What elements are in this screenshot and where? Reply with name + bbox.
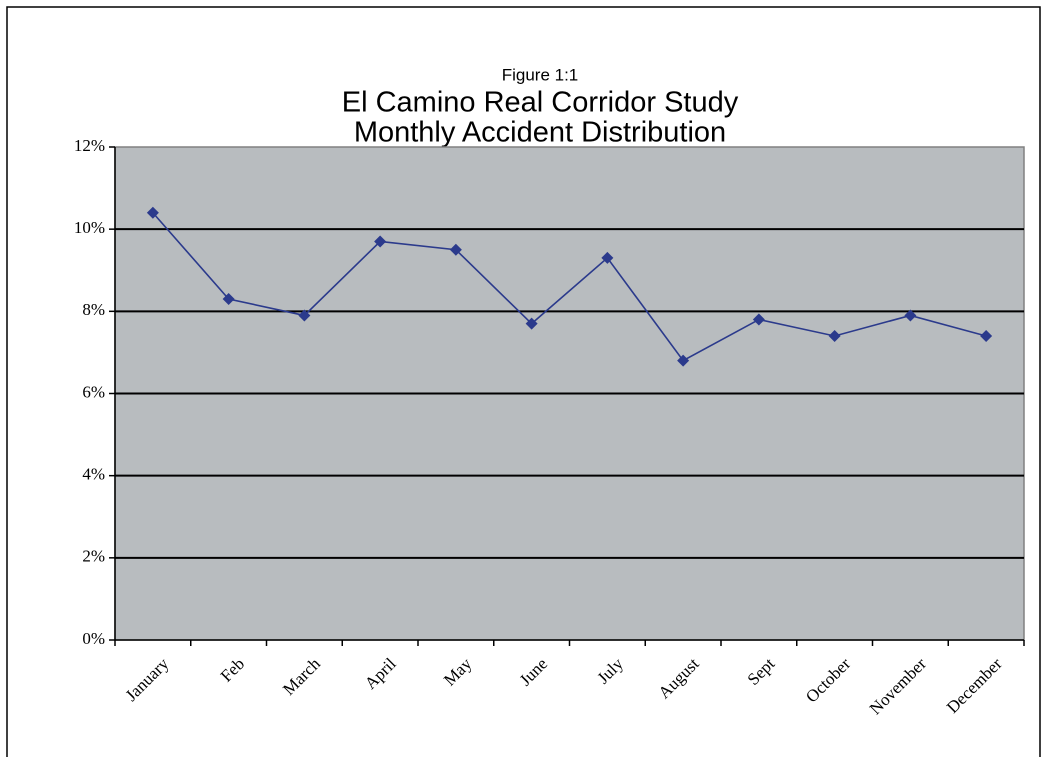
marker: [449, 243, 462, 256]
marker: [222, 293, 235, 306]
frame: [6, 6, 1041, 757]
y-tick-label: 0%: [82, 629, 105, 648]
x-tick-label: Sept: [744, 654, 779, 689]
x-tick-label: October: [802, 654, 854, 706]
chart-title: El Camino Real Corridor Study: [342, 87, 739, 119]
marker: [828, 329, 841, 342]
x-tick-label: Feb: [217, 654, 248, 685]
marker: [374, 235, 387, 248]
marker: [298, 309, 311, 322]
x-tick-label: March: [279, 654, 324, 699]
y-tick-label: 8%: [82, 300, 105, 319]
x-tick-label: November: [866, 654, 930, 718]
marker: [904, 309, 917, 322]
marker: [601, 251, 614, 264]
x-tick-label: June: [516, 654, 551, 689]
x-tick-label: August: [655, 654, 703, 702]
x-tick-label: December: [943, 654, 1006, 717]
x-tick-label: April: [361, 654, 400, 693]
y-tick-label: 4%: [82, 465, 105, 484]
y-tick-label: 2%: [82, 547, 105, 566]
y-tick-label: 12%: [74, 136, 105, 155]
marker: [677, 354, 690, 367]
marker: [146, 206, 159, 219]
chart-supertitle: Figure 1:1: [502, 65, 579, 84]
marker: [752, 313, 765, 326]
y-tick-label: 10%: [74, 218, 105, 237]
chart-subtitle: Monthly Accident Distribution: [354, 117, 726, 149]
x-tick-label: July: [593, 654, 627, 688]
x-tick-label: May: [440, 654, 476, 690]
x-tick-label: January: [122, 654, 173, 705]
y-tick-label: 6%: [82, 382, 105, 401]
marker: [525, 317, 538, 330]
series-line: [152, 212, 987, 362]
marker: [980, 329, 993, 342]
